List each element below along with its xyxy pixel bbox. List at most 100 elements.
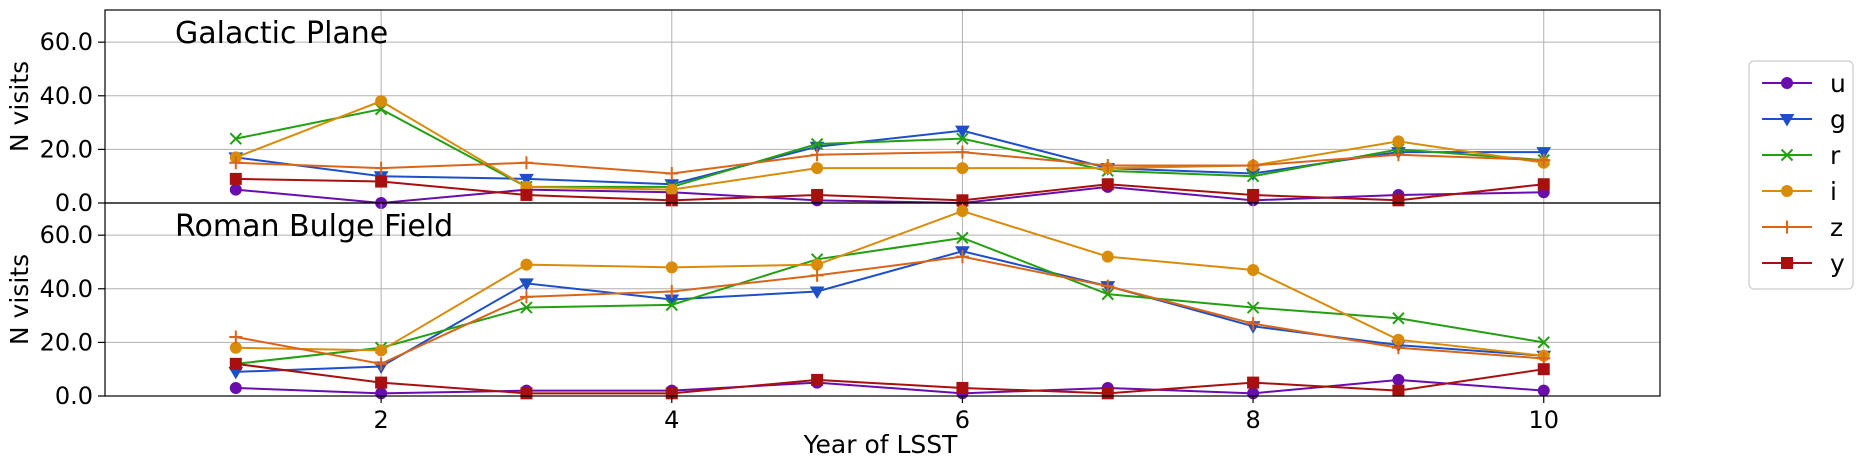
- data-point-r: [1537, 336, 1550, 349]
- data-point-y: [229, 172, 242, 185]
- data-point-u: [1392, 373, 1405, 386]
- data-point-y: [375, 175, 388, 188]
- panel-title: Galactic Plane: [175, 16, 388, 51]
- legend-label: r: [1830, 141, 1841, 170]
- data-point-i: [375, 95, 388, 108]
- data-point-u: [229, 183, 242, 196]
- legend-item-z: z: [1762, 213, 1843, 242]
- data-point-y: [811, 188, 824, 201]
- series-line-g: [235, 250, 1544, 373]
- data-point-z: [1391, 341, 1405, 355]
- data-point-r: [1101, 287, 1114, 301]
- y-tick-label: 40.0: [40, 82, 93, 110]
- series-i: [229, 95, 1550, 196]
- data-point-y: [1392, 384, 1405, 397]
- series-line-i: [235, 100, 1544, 191]
- y-tick-label: 60.0: [40, 28, 93, 56]
- y-tick-label: 0.0: [55, 382, 93, 410]
- y-tick-label: 40.0: [40, 275, 93, 303]
- data-point-i: [1247, 264, 1260, 277]
- data-point-z: [229, 330, 243, 344]
- data-point-y: [1247, 188, 1260, 201]
- series-r: [229, 231, 1550, 371]
- data-point-z: [1246, 317, 1260, 331]
- y-tick-label: 60.0: [40, 221, 93, 249]
- data-point-g: [519, 173, 534, 187]
- legend-item-u: u: [1762, 69, 1846, 98]
- data-point-z: [1101, 279, 1115, 293]
- legend-label: u: [1830, 69, 1846, 98]
- data-point-z: [519, 290, 533, 304]
- data-point-r: [229, 132, 243, 145]
- data-point-z: [1537, 153, 1551, 167]
- data-point-z: [665, 284, 679, 298]
- y-axis-label: N visits: [5, 254, 34, 345]
- series-line-z: [235, 255, 1544, 365]
- series-y: [229, 357, 1550, 400]
- data-point-i: [520, 258, 533, 271]
- legend-marker-z: [1780, 220, 1794, 234]
- panel-1: 0.0 20.0 40.0 60.0 Galactic Plane N visits: [5, 9, 1661, 217]
- data-point-i: [1392, 135, 1405, 148]
- data-point-z: [229, 156, 243, 170]
- x-tick-label: 4: [664, 406, 679, 434]
- data-point-y: [1101, 387, 1114, 400]
- data-point-y: [1392, 194, 1405, 207]
- data-point-g: [955, 125, 970, 139]
- data-point-z: [374, 161, 388, 175]
- panel-title: Roman Bulge Field: [175, 209, 453, 244]
- data-point-r: [810, 137, 824, 151]
- series-line-g: [235, 129, 1544, 186]
- y-tick-label: 20.0: [40, 135, 93, 163]
- plot-frame: [104, 202, 1661, 397]
- data-point-z: [955, 145, 969, 159]
- data-point-r: [1246, 301, 1260, 314]
- data-point-i: [811, 162, 824, 175]
- series-y: [229, 172, 1550, 207]
- series-line-y: [235, 362, 1544, 395]
- series-line-r: [235, 236, 1544, 365]
- data-point-r: [1392, 312, 1405, 325]
- data-point-z: [1101, 158, 1115, 172]
- data-point-y: [520, 387, 533, 400]
- legend-marker-g: [1779, 114, 1795, 127]
- series-z: [229, 250, 1551, 371]
- legend-item-i: i: [1762, 177, 1837, 206]
- data-point-i: [665, 261, 678, 274]
- legend-marker-u: [1781, 77, 1793, 89]
- data-point-r: [956, 231, 969, 245]
- data-point-i: [1101, 250, 1114, 263]
- data-point-u: [1537, 384, 1550, 397]
- legend-marker-i: [1781, 185, 1793, 197]
- x-tick-label: 10: [1528, 406, 1559, 434]
- data-point-r: [665, 298, 678, 312]
- y-axis-label: N visits: [5, 61, 34, 152]
- legend-marker-y: [1781, 257, 1793, 269]
- data-point-y: [1537, 178, 1550, 191]
- series-line-r: [235, 108, 1544, 188]
- data-point-z: [1246, 158, 1260, 172]
- data-point-z: [955, 250, 969, 264]
- data-point-y: [520, 188, 533, 201]
- data-point-g: [1536, 147, 1552, 160]
- data-point-y: [1247, 376, 1260, 389]
- series-z: [229, 145, 1551, 181]
- data-point-g: [519, 278, 534, 291]
- data-point-r: [1246, 169, 1260, 183]
- data-point-g: [809, 286, 825, 299]
- data-point-r: [520, 301, 533, 314]
- data-point-i: [375, 344, 388, 357]
- data-point-i: [956, 205, 969, 218]
- data-point-i: [956, 162, 969, 175]
- data-point-i: [665, 183, 678, 196]
- series-line-y: [235, 177, 1544, 202]
- data-point-i: [811, 258, 824, 271]
- data-point-r: [956, 132, 969, 145]
- y-tick-label: 20.0: [40, 328, 93, 356]
- x-tick-label: 6: [955, 406, 970, 434]
- legend-label: z: [1830, 213, 1843, 242]
- legend-marker-r: [1780, 148, 1794, 162]
- legend-label: g: [1830, 105, 1846, 134]
- data-point-z: [1391, 148, 1405, 162]
